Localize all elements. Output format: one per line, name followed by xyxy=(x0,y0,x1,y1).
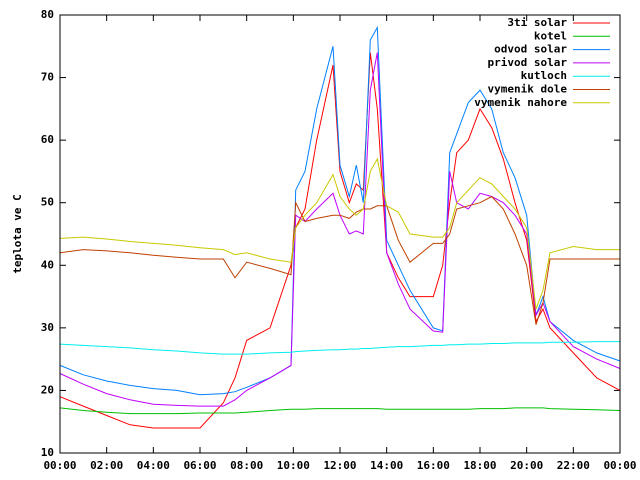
legend-label: privod solar xyxy=(488,56,568,69)
y-tick-label: 80 xyxy=(41,8,54,21)
legend-label: kutloch xyxy=(521,69,567,82)
x-tick-label: 20:00 xyxy=(510,459,543,472)
x-tick-label: 22:00 xyxy=(557,459,590,472)
x-tick-label: 08:00 xyxy=(230,459,263,472)
plot-border xyxy=(59,14,621,454)
legend-label: 3ti solar xyxy=(507,16,567,29)
x-tick-label: 18:00 xyxy=(463,459,496,472)
x-tick-label: 02:00 xyxy=(90,459,123,472)
x-tick-label: 06:00 xyxy=(183,459,216,472)
x-tick-label: 16:00 xyxy=(417,459,450,472)
y-axis-label: teplota ve C xyxy=(11,194,24,273)
y-tick-label: 40 xyxy=(41,258,54,271)
legend-label: odvod solar xyxy=(494,43,567,56)
legend-label: kotel xyxy=(534,29,567,42)
y-tick-label: 30 xyxy=(41,321,54,334)
y-tick-label: 10 xyxy=(41,446,54,459)
series-line xyxy=(59,157,620,310)
series-line xyxy=(59,52,621,407)
x-tick-label: 14:00 xyxy=(370,459,403,472)
x-tick-label: 04:00 xyxy=(137,459,170,472)
x-tick-label: 12:00 xyxy=(323,459,356,472)
legend-label: vymenik dole xyxy=(488,83,568,96)
x-tick-label: 00:00 xyxy=(603,459,636,472)
x-tick-label: 10:00 xyxy=(277,459,310,472)
series-line xyxy=(59,407,621,415)
y-tick-label: 20 xyxy=(41,383,54,396)
legend-label: vymenik nahore xyxy=(474,96,567,109)
series-line xyxy=(59,25,621,396)
series-line xyxy=(59,195,620,325)
x-tick-label: 00:00 xyxy=(43,459,76,472)
series-line xyxy=(59,341,620,355)
y-tick-label: 50 xyxy=(41,196,54,209)
y-tick-label: 60 xyxy=(41,133,54,146)
y-tick-label: 70 xyxy=(41,71,54,84)
